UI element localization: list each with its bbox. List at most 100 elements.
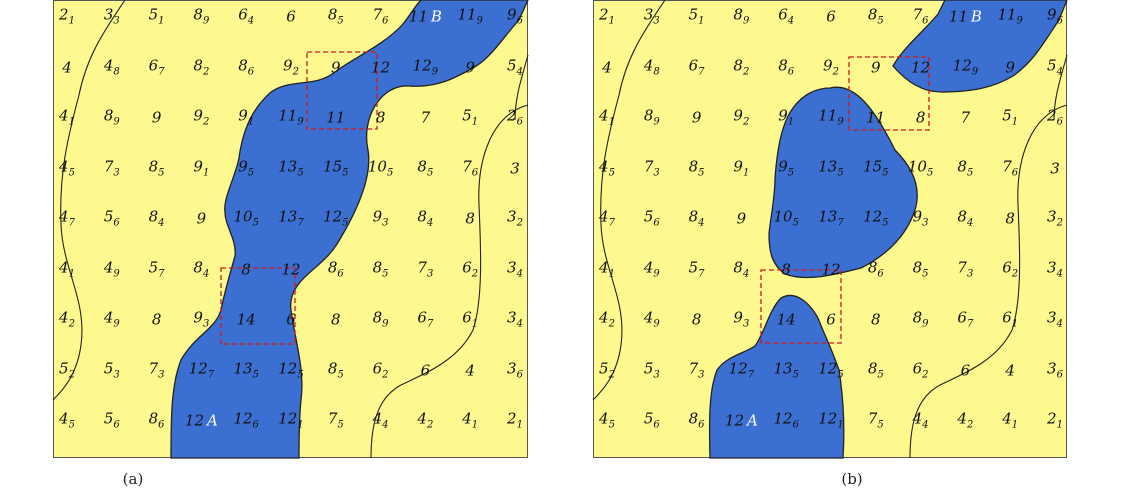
grid-value: 6 (420, 361, 431, 379)
grid-value: 125 (323, 207, 349, 229)
grid-value: 12 (281, 260, 301, 278)
panel-b-contour-right-upper (1053, 54, 1068, 121)
grid-value: 89 (372, 308, 389, 330)
grid-value: 41 (462, 409, 479, 431)
grid-value: 6 (826, 7, 836, 26)
grid-value: 62 (1002, 258, 1019, 279)
grid-value: 14 (236, 310, 256, 329)
grid-value: 93 (372, 207, 389, 229)
grid-value: 127 (728, 359, 755, 380)
panel-b-blob-middle (768, 86, 918, 279)
grid-value: 6 (286, 310, 296, 329)
grid-value: 56 (643, 409, 660, 431)
grid-value: 9 (1005, 58, 1015, 76)
grid-value: 73 (688, 359, 705, 380)
panel-b-blob-bottom (708, 294, 845, 459)
grid-value: 75 (867, 409, 884, 431)
grid-value: 11 (326, 108, 346, 127)
endpoint-label: B (430, 7, 442, 26)
grid-value: 42 (59, 308, 75, 330)
grid-value: 6 (826, 310, 836, 329)
grid-value: 51 (1002, 106, 1019, 128)
grid-value: 73 (148, 359, 165, 380)
grid-value: 95 (238, 157, 255, 178)
grid-value: 119 (278, 106, 304, 128)
grid-value: 85 (327, 359, 344, 380)
grid-value: 96 (507, 5, 523, 27)
grid-value: 34 (1047, 258, 1063, 279)
grid-value: 119 (997, 5, 1023, 27)
grid-value: 85 (148, 157, 165, 178)
grid-value: 67 (417, 308, 434, 330)
panel-b: 21 33 51 89 64 6 85 76 11 B 119 96 4 48 67 82 86 92 9 12 129… (592, 0, 1068, 488)
grid-value: 119 (818, 106, 844, 128)
grid-value: 4 (62, 58, 72, 76)
grid-value: 137 (818, 207, 844, 229)
grid-value: 34 (507, 308, 523, 330)
grid-value: 41 (59, 258, 75, 279)
grid-value: 56 (103, 409, 120, 431)
grid-value: 105 (367, 157, 394, 178)
panel-a-contour-right-upper (514, 54, 529, 121)
grid-value: 76 (372, 5, 389, 27)
grid-value: 12 (911, 58, 931, 76)
grid-value: 8 (331, 310, 341, 329)
grid-value: 135 (818, 157, 844, 178)
grid-value: 64 (778, 5, 795, 27)
grid-value: 121 (278, 409, 304, 431)
grid-value: 41 (599, 106, 615, 128)
grid-value: 54 (507, 56, 523, 77)
grid-value: 9 (196, 209, 207, 228)
grid-value: 85 (867, 359, 884, 380)
grid-value: 126 (773, 409, 799, 431)
grid-value: 93 (193, 308, 210, 330)
panel-b-caption: (b) (841, 470, 863, 488)
grid-value: 8 (375, 108, 386, 127)
grid-value: 3 (510, 159, 520, 177)
grid-value: 73 (643, 157, 660, 178)
grid-value: 93 (912, 207, 929, 229)
grid-value: 119 (457, 5, 483, 27)
grid-value: 42 (599, 308, 615, 330)
grid-value: 95 (778, 157, 795, 178)
grid-value: 42 (417, 409, 434, 431)
panel-a-map (52, 0, 529, 459)
grid-value: 52 (59, 359, 75, 380)
grid-value: 125 (818, 359, 844, 380)
grid-value: 51 (688, 5, 705, 27)
grid-value: 67 (688, 56, 705, 77)
grid-value: 129 (412, 56, 439, 77)
grid-value: 85 (688, 157, 705, 178)
grid-value: 9 (465, 58, 475, 76)
grid-value: 93 (733, 308, 750, 330)
grid-value: 47 (599, 207, 615, 229)
grid-value: 11 (866, 108, 886, 127)
grid-value: 8 (151, 310, 162, 329)
grid-value: 49 (103, 308, 120, 330)
grid-value: 8 (915, 108, 926, 127)
grid-value: 105 (907, 157, 934, 178)
grid-value: 56 (643, 207, 660, 229)
grid-value: 82 (733, 56, 750, 77)
grid-value: 57 (148, 258, 165, 279)
grid-value: 89 (733, 5, 750, 27)
grid-value: 155 (323, 157, 349, 178)
grid-value: 36 (1047, 359, 1063, 380)
grid-value: 44 (372, 409, 389, 431)
grid-value: 91 (193, 157, 210, 178)
grid-value: 91 (733, 157, 750, 178)
grid-value: 54 (1047, 56, 1063, 77)
grid-value: 44 (912, 409, 929, 431)
grid-value: 11 B (408, 7, 442, 26)
grid-value: 9 (871, 58, 881, 76)
grid-value: 85 (912, 258, 929, 279)
grid-value: 6 (286, 7, 296, 26)
grid-value: 84 (417, 207, 434, 229)
endpoint-label: A (207, 411, 218, 430)
grid-value: 41 (1002, 409, 1019, 431)
grid-value: 105 (773, 207, 799, 229)
grid-value: 84 (148, 207, 165, 229)
grid-value: 12 A (724, 411, 758, 430)
grid-value: 86 (688, 409, 705, 431)
panel-a-highlight-upper (306, 51, 378, 130)
